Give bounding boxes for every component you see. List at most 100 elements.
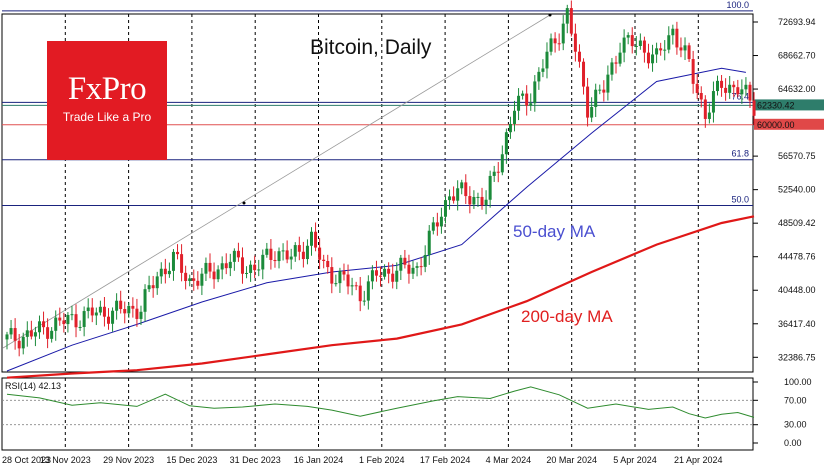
candle-body	[448, 196, 452, 201]
candle-body	[484, 199, 488, 206]
candle-body	[139, 311, 143, 319]
candle-body	[614, 62, 618, 64]
price-tick-label: 68662.70	[778, 51, 816, 61]
candle-body	[236, 250, 240, 258]
trendline-anchor	[242, 201, 246, 205]
price-tick-label: 56570.75	[778, 151, 816, 161]
candle-body	[586, 86, 590, 118]
candle-body	[695, 83, 699, 94]
candle-body	[533, 81, 537, 104]
candle-body	[90, 307, 94, 316]
ma200-line	[6, 215, 755, 379]
candle-body	[602, 89, 606, 93]
candle-body	[651, 54, 655, 64]
current-price-tag	[754, 99, 824, 111]
level-price-tag-label: 60000.00	[757, 120, 795, 130]
candle-body	[330, 267, 334, 284]
candle-body	[192, 278, 196, 281]
candle-body	[638, 40, 642, 46]
candle-body	[634, 45, 638, 47]
candle-body	[86, 307, 90, 312]
logo-name: FxPro	[67, 71, 147, 107]
candle-body	[711, 91, 715, 113]
level-price-tag	[754, 118, 824, 130]
candle-body	[135, 308, 139, 319]
price-tick-label: 48509.42	[778, 218, 816, 228]
candle-body	[594, 89, 598, 108]
candle-body	[488, 175, 492, 200]
candle-body	[111, 310, 115, 324]
date-tick-label: 17 Feb 2024	[420, 455, 471, 465]
candle-body	[744, 84, 748, 90]
candle-body	[66, 314, 70, 325]
candle-body	[557, 43, 561, 45]
candle-body	[610, 62, 614, 75]
candle-body	[350, 285, 354, 287]
candle-body	[504, 132, 508, 155]
candle-body	[667, 35, 671, 50]
candle-body	[732, 84, 736, 88]
candle-body	[521, 93, 525, 96]
candle-body	[561, 23, 565, 44]
candle-body	[525, 93, 529, 106]
fib-level-label: 61.8	[731, 149, 749, 159]
price-tick-label: 44478.76	[778, 252, 816, 262]
candle-body	[281, 250, 285, 252]
candle-body	[456, 188, 460, 201]
candle-body	[366, 281, 370, 301]
candle-body	[33, 332, 37, 337]
candle-body	[37, 321, 41, 333]
candle-body	[70, 314, 74, 316]
candle-body	[358, 285, 362, 302]
candle-body	[184, 272, 188, 281]
candle-body	[46, 327, 50, 339]
candle-body	[318, 247, 322, 260]
date-tick-label: 31 Dec 2023	[230, 455, 281, 465]
candle-body	[626, 35, 630, 38]
candle-body	[387, 268, 391, 274]
candle-body	[196, 280, 200, 286]
candle-body	[354, 285, 358, 287]
candle-body	[102, 306, 106, 317]
rsi-label: RSI(14) 42.13	[5, 381, 61, 391]
candle-body	[740, 89, 744, 95]
date-tick-label: 13 Nov 2023	[40, 455, 91, 465]
candle-body	[107, 316, 110, 324]
ma200-label: 200-day MA	[521, 307, 613, 326]
trendline-anchor	[548, 13, 552, 17]
candle-body	[476, 196, 480, 198]
candle-body	[261, 254, 265, 270]
candle-body	[395, 270, 399, 282]
candle-body	[293, 245, 297, 257]
candle-body	[439, 216, 443, 227]
candle-body	[703, 99, 707, 119]
candle-body	[541, 68, 545, 72]
candle-body	[460, 182, 464, 189]
candle-body	[383, 268, 387, 277]
fxpro-logo: FxPro Trade Like a Pro	[47, 41, 167, 160]
candle-body	[277, 251, 281, 262]
candle-body	[176, 251, 180, 255]
ma50-label: 50-day MA	[513, 222, 596, 241]
candle-body	[691, 59, 695, 84]
candle-body	[411, 267, 415, 274]
candle-body	[249, 264, 253, 273]
candle-body	[305, 245, 309, 260]
date-tick-label: 5 Apr 2024	[613, 455, 657, 465]
candle-body	[716, 80, 719, 92]
candle-body	[119, 300, 123, 310]
candle-body	[62, 320, 66, 325]
candle-body	[370, 270, 374, 282]
candle-body	[452, 196, 456, 201]
candle-body	[752, 100, 756, 116]
candle-body	[618, 52, 622, 64]
candle-body	[423, 254, 427, 267]
candle-body	[58, 317, 62, 321]
candle-body	[569, 8, 573, 34]
candle-body	[699, 93, 703, 100]
price-tick-label: 52540.00	[778, 185, 816, 195]
candles	[5, 0, 756, 357]
candle-body	[622, 37, 626, 53]
candle-body	[675, 28, 679, 48]
candle-body	[549, 38, 553, 52]
